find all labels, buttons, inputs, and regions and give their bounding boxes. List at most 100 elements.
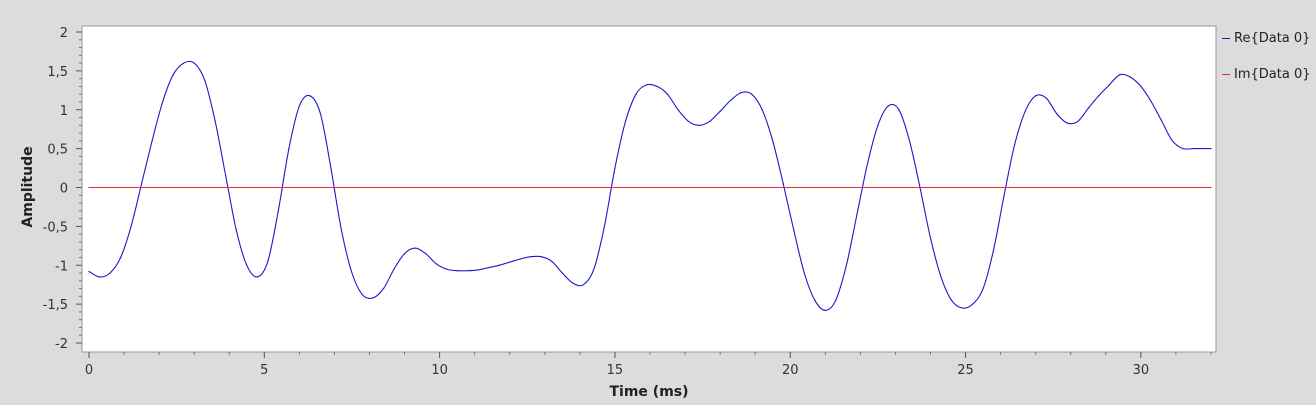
data-point — [1119, 74, 1121, 76]
data-point — [1108, 84, 1110, 86]
data-point — [183, 62, 185, 64]
data-point — [193, 62, 195, 64]
data-point — [330, 167, 332, 169]
data-point — [814, 299, 816, 301]
y-tick-label: -1,5 — [43, 298, 68, 313]
data-point — [130, 225, 132, 227]
data-point — [298, 105, 300, 107]
x-tick-label: 5 — [260, 363, 268, 378]
data-point — [572, 282, 574, 284]
legend-label: Im{Data 0} — [1234, 67, 1311, 82]
data-point — [214, 120, 216, 123]
data-point — [772, 140, 774, 142]
data-point — [1098, 95, 1100, 97]
data-point — [530, 256, 532, 258]
data-point — [582, 284, 584, 286]
data-point — [172, 74, 174, 76]
legend-label: Re{Data 0} — [1234, 31, 1311, 46]
data-point — [1210, 186, 1212, 189]
data-point — [782, 183, 784, 185]
plot-area — [81, 25, 1217, 353]
data-point — [593, 268, 595, 270]
data-point — [1161, 120, 1163, 123]
data-point — [477, 269, 479, 271]
data-point — [382, 287, 385, 290]
data-point — [393, 268, 395, 270]
data-point — [425, 252, 427, 255]
data-point — [908, 140, 911, 142]
data-point — [372, 297, 374, 299]
y-tick-label: 1 — [60, 104, 68, 119]
data-point — [498, 264, 500, 266]
data-point — [435, 263, 437, 265]
data-point — [761, 109, 763, 111]
y-tick-label: -0,5 — [43, 220, 68, 235]
data-point — [961, 307, 963, 309]
data-point — [635, 93, 637, 95]
data-point — [1210, 148, 1212, 150]
data-point — [88, 186, 90, 189]
data-point — [677, 109, 679, 111]
x-tick-label: 15 — [607, 363, 624, 378]
data-point — [446, 268, 448, 270]
data-point — [719, 110, 721, 112]
data-point — [1014, 144, 1016, 146]
data-point — [1150, 101, 1152, 103]
x-tick-label: 30 — [1133, 363, 1150, 378]
data-point — [140, 183, 143, 185]
data-point — [456, 270, 458, 272]
data-point — [1203, 148, 1205, 150]
data-point — [824, 309, 826, 311]
y-tick-label: 2 — [60, 26, 68, 41]
legend-swatch — [1222, 74, 1230, 75]
data-point — [940, 276, 942, 278]
data-point — [1182, 148, 1184, 150]
data-point — [467, 270, 469, 272]
data-point — [856, 214, 858, 216]
data-point — [235, 229, 237, 231]
data-point — [119, 256, 122, 259]
data-point — [1045, 97, 1047, 99]
data-point — [1087, 107, 1089, 109]
data-point — [561, 272, 563, 274]
data-point — [929, 237, 932, 239]
data-point — [950, 299, 953, 301]
data-point — [1140, 85, 1142, 88]
data-point — [509, 261, 511, 263]
data-point — [730, 99, 732, 102]
data-point — [866, 163, 868, 165]
data-point — [351, 272, 353, 274]
y-tick-label: -1 — [55, 259, 68, 274]
data-point — [162, 101, 164, 103]
x-tick-label: 0 — [85, 363, 93, 378]
series-line-0 — [88, 60, 1211, 311]
legend-swatch — [1222, 38, 1230, 39]
data-point — [1035, 95, 1037, 97]
legend: Re{Data 0} Im{Data 0} — [1222, 30, 1310, 102]
data-point — [1171, 140, 1174, 142]
data-point — [319, 113, 322, 115]
x-tick-label: 20 — [782, 363, 799, 378]
x-tick-label: 25 — [957, 363, 974, 378]
data-point — [1056, 113, 1058, 115]
data-point — [887, 105, 890, 107]
data-point — [751, 93, 753, 95]
data-point — [656, 85, 658, 88]
axis-layer: 0 5 10 15 20 25 30 2 1,5 1 0,5 0 -0,5 -1 -1,5 -2 — [43, 26, 1212, 378]
data-point — [1066, 122, 1068, 124]
data-point — [877, 124, 879, 126]
data-point — [519, 258, 521, 260]
data-point — [845, 264, 847, 266]
data-point — [687, 120, 690, 123]
data-point — [288, 148, 290, 150]
data-point — [246, 264, 248, 266]
data-point — [835, 299, 837, 301]
data-point — [803, 272, 805, 274]
data-point — [1192, 148, 1195, 150]
data-point — [540, 256, 542, 258]
data-point — [624, 120, 627, 123]
data-point — [645, 84, 648, 86]
legend-item-re: Re{Data 0} — [1222, 30, 1310, 48]
data-point — [488, 266, 490, 269]
